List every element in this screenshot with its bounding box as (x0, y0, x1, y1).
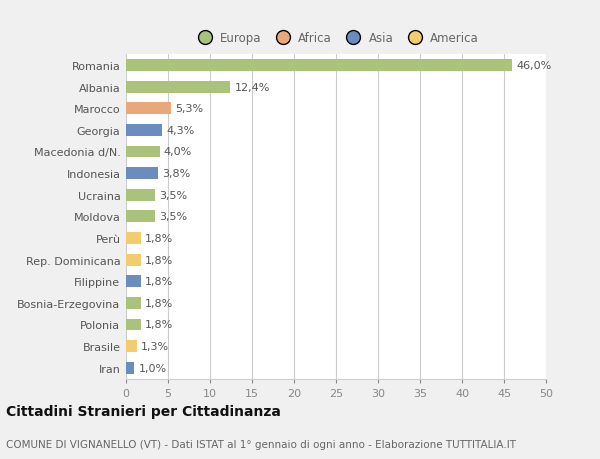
Legend: Europa, Africa, Asia, America: Europa, Africa, Asia, America (193, 32, 479, 45)
Bar (126, 146, 160, 158)
Bar (126, 60, 512, 72)
Text: 1,8%: 1,8% (145, 298, 173, 308)
Text: 46,0%: 46,0% (517, 61, 552, 71)
Bar (126, 254, 141, 266)
Text: 3,5%: 3,5% (160, 212, 188, 222)
Bar (126, 125, 162, 136)
Bar (126, 276, 141, 287)
Bar (126, 341, 137, 352)
Bar (126, 82, 230, 93)
Text: 3,8%: 3,8% (162, 169, 190, 179)
Text: Cittadini Stranieri per Cittadinanza: Cittadini Stranieri per Cittadinanza (6, 404, 281, 419)
Bar (126, 297, 141, 309)
Text: 1,3%: 1,3% (141, 341, 169, 351)
Bar (126, 362, 134, 374)
Text: 5,3%: 5,3% (175, 104, 203, 114)
Text: 12,4%: 12,4% (235, 83, 270, 92)
Bar (126, 319, 141, 330)
Bar (126, 190, 155, 201)
Text: 1,8%: 1,8% (145, 234, 173, 243)
Bar (126, 168, 158, 179)
Bar (126, 211, 155, 223)
Text: 1,8%: 1,8% (145, 277, 173, 286)
Text: COMUNE DI VIGNANELLO (VT) - Dati ISTAT al 1° gennaio di ogni anno - Elaborazione: COMUNE DI VIGNANELLO (VT) - Dati ISTAT a… (6, 440, 516, 449)
Text: 4,3%: 4,3% (166, 126, 194, 135)
Text: 4,0%: 4,0% (164, 147, 192, 157)
Text: 1,8%: 1,8% (145, 320, 173, 330)
Text: 3,5%: 3,5% (160, 190, 188, 200)
Bar (126, 103, 170, 115)
Text: 1,8%: 1,8% (145, 255, 173, 265)
Bar (126, 233, 141, 244)
Text: 1,0%: 1,0% (139, 363, 167, 373)
